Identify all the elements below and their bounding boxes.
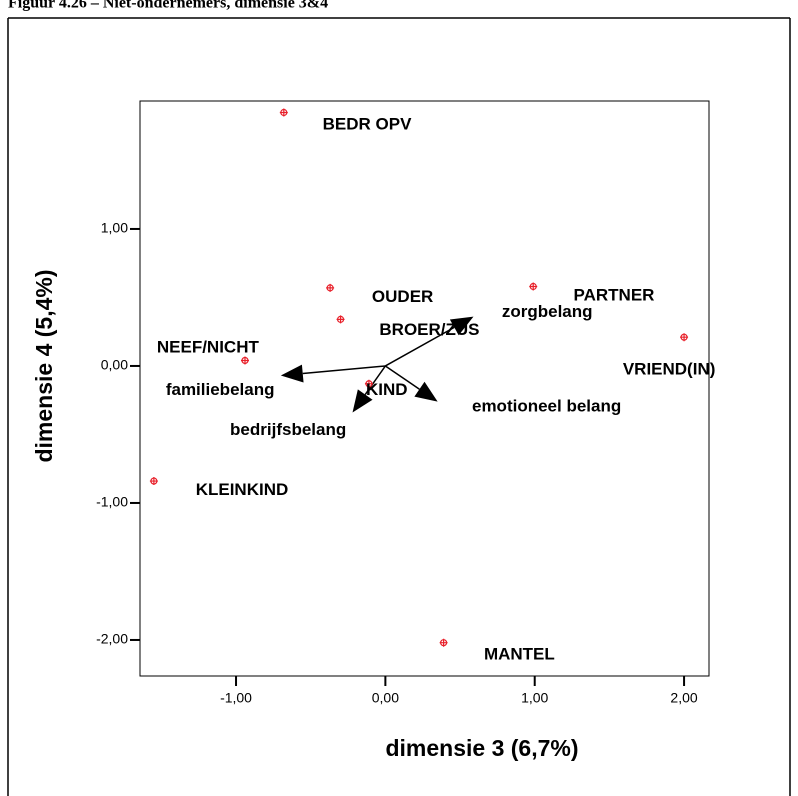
y-tick-label: 1,00	[101, 220, 128, 236]
point	[439, 638, 448, 647]
annotation: emotioneel belang	[472, 397, 621, 416]
vector	[385, 316, 474, 367]
annotation: BEDR OPV	[323, 114, 412, 133]
point	[680, 333, 689, 342]
vector-shaft	[384, 365, 420, 390]
x-axis-label: dimensie 3 (6,7%)	[385, 735, 578, 761]
point	[364, 379, 373, 388]
point	[336, 315, 345, 324]
y-tick-label: -2,00	[96, 631, 128, 647]
x-tick-label: -1,00	[220, 690, 252, 706]
point	[326, 283, 335, 292]
annotation: VRIEND(IN)	[623, 360, 716, 379]
point	[529, 282, 538, 291]
x-tick-label: 2,00	[670, 690, 697, 706]
vector-head	[414, 381, 438, 402]
vector	[280, 364, 386, 383]
y-tick-label: -1,00	[96, 494, 128, 510]
vector-shaft	[364, 365, 386, 395]
y-tick-label: 0,00	[101, 357, 128, 373]
y-axis-label: dimensie 4 (5,4%)	[31, 269, 57, 462]
annotation: OUDER	[372, 287, 433, 306]
x-tick-label: 1,00	[521, 690, 548, 706]
plot-area	[139, 100, 710, 677]
annotation: KIND	[366, 380, 408, 399]
annotation: familiebelang	[166, 380, 275, 399]
annotation: BROER/ZUS	[379, 320, 479, 339]
vector-shaft	[385, 326, 455, 367]
point	[240, 356, 249, 365]
point-cross	[240, 356, 249, 365]
vector	[352, 365, 386, 413]
annotation: PARTNER	[574, 286, 655, 305]
annotation: KLEINKIND	[196, 480, 289, 499]
vector-head	[352, 389, 373, 413]
point-cross	[336, 315, 345, 324]
annotation: NEEF/NICHT	[157, 338, 260, 357]
point-cross	[279, 108, 288, 117]
point-cross	[326, 283, 335, 292]
point-cross	[680, 333, 689, 342]
vector	[384, 365, 438, 402]
point-cross	[364, 379, 373, 388]
annotation: MANTEL	[484, 645, 555, 664]
point-cross	[149, 477, 158, 486]
vector-shaft	[302, 365, 386, 375]
point-cross	[529, 282, 538, 291]
vector-head	[449, 316, 474, 336]
point	[279, 108, 288, 117]
annotation: zorgbelang	[502, 302, 593, 321]
vector-head	[280, 364, 304, 383]
point-cross	[439, 638, 448, 647]
x-tick-label: 0,00	[372, 690, 399, 706]
annotation: bedrijfsbelang	[230, 420, 346, 439]
point	[149, 477, 158, 486]
chart-title: Figuur 4.26 – Niet-ondernemers, dimensie…	[8, 0, 328, 12]
